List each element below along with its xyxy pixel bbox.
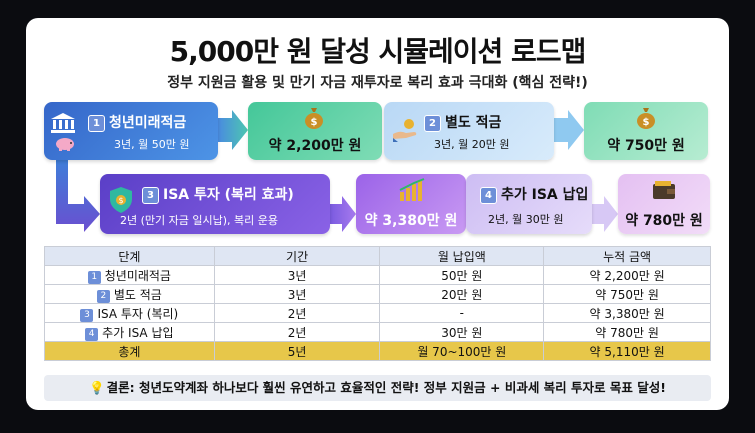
step3-number-badge: 3	[142, 187, 159, 204]
col-header-period: 기간	[213, 246, 381, 266]
step3-result: 약 3,380만 원	[364, 213, 458, 229]
monthly-cell: 50만 원	[379, 265, 545, 285]
table-row: 4 추가 ISA 납입 2년 30만 원 약 780만 원	[44, 322, 711, 342]
total-amount-cell: 약 5,110만 원	[543, 341, 711, 361]
page-title: 5,000만 원 달성 시뮬레이션 로드맵	[169, 35, 587, 68]
step1-number-badge: 1	[88, 115, 105, 132]
summary-table: 단계 기간 월 납입액 누적 금액 1 청년미래적금 3년 50만 원 약 2,2…	[44, 246, 711, 361]
period-cell: 3년	[213, 265, 381, 285]
total-monthly-cell: 월 70~100만 원	[379, 341, 545, 361]
hand-coin-icon	[392, 118, 420, 146]
money-bag-icon-2: $	[635, 106, 657, 134]
total-cell: 약 3,380만 원	[543, 303, 711, 323]
step2-title-text: 별도 적금	[445, 115, 502, 131]
period-cell: 3년	[213, 284, 381, 304]
table-header-row: 단계 기간 월 납입액 누적 금액	[44, 246, 711, 266]
arrow-step1-result	[218, 110, 248, 150]
step2-result: 약 750만 원	[607, 138, 685, 154]
step1-subtitle: 3년, 월 50만 원	[114, 138, 190, 151]
arrow-step4-result	[592, 196, 618, 232]
step3-title: 3 ISA 투자 (복리 효과)	[142, 184, 294, 204]
step4-subtitle: 2년, 월 30만 원	[488, 213, 564, 226]
monthly-cell: 30만 원	[379, 322, 545, 342]
total-cell: 약 780만 원	[543, 322, 711, 342]
step3-result-box: 약 3,380만 원	[356, 174, 466, 234]
stage-text: 추가 ISA 납입	[102, 325, 174, 340]
svg-text:$: $	[311, 117, 318, 128]
col-header-stage: 단계	[44, 246, 215, 266]
total-cell: 약 750만 원	[543, 284, 711, 304]
conclusion-banner: 💡 결론: 청년도약계좌 하나보다 훨씬 유연하고 효율적인 전략! 정부 지원금…	[44, 375, 711, 401]
row-number-badge: 2	[96, 289, 110, 303]
total-cell: 약 2,200만 원	[543, 265, 711, 285]
growth-chart-icon	[398, 178, 426, 206]
table-row: 1 청년미래적금 3년 50만 원 약 2,200만 원	[44, 265, 711, 285]
col-header-monthly: 월 납입액	[379, 246, 545, 266]
step4-title: 4 추가 ISA 납입	[480, 184, 588, 204]
step1-title: 1 청년미래적금	[88, 112, 186, 132]
step2-subtitle: 3년, 월 20만 원	[434, 138, 510, 151]
step1-result: 약 2,200만 원	[268, 138, 362, 154]
svg-text:$: $	[643, 117, 650, 128]
step2-number-badge: 2	[424, 115, 441, 132]
step3-title-text: ISA 투자 (복리 효과)	[163, 187, 294, 203]
stage-text: ISA 투자 (복리)	[97, 306, 179, 321]
roadmap-card: 5,000만 원 달성 시뮬레이션 로드맵 정부 지원금 활용 및 만기 자금 …	[26, 18, 729, 410]
total-period-cell: 5년	[213, 341, 381, 361]
piggy-bank-icon	[54, 134, 76, 156]
stage-text: 청년미래적금	[104, 268, 171, 283]
arrow-step3-result	[330, 196, 356, 232]
page-subtitle: 정부 지원금 활용 및 만기 자금 재투자로 복리 효과 극대화 (핵심 전략!…	[167, 75, 588, 91]
step2-result-box: $ 약 750만 원	[584, 102, 708, 160]
stage-cell: 3 ISA 투자 (복리)	[44, 303, 215, 323]
monthly-cell: 20만 원	[379, 284, 545, 304]
period-cell: 2년	[213, 322, 381, 342]
bank-icon	[50, 112, 76, 138]
row-number-badge: 1	[87, 270, 101, 284]
monthly-cell: -	[379, 303, 545, 323]
lightbulb-icon: 💡	[89, 380, 105, 395]
wallet-icon	[652, 180, 676, 204]
conclusion-text: 결론: 청년도약계좌 하나보다 훨씬 유연하고 효율적인 전략! 정부 지원금 …	[106, 380, 666, 395]
step2-title: 2 별도 적금	[424, 112, 501, 132]
step3-box: $ 3 ISA 투자 (복리 효과) 2년 (만기 자금 일시납), 복리 운용	[100, 174, 330, 234]
shield-icon: $	[108, 186, 134, 218]
svg-text:$: $	[118, 196, 123, 205]
flow-arrows	[56, 110, 618, 232]
step1-box: 1 청년미래적금 3년, 월 50만 원	[44, 102, 218, 160]
step4-result-box: 약 780만 원	[618, 174, 710, 234]
stage-cell: 4 추가 ISA 납입	[44, 322, 215, 342]
table-total-row: 총계 5년 월 70~100만 원 약 5,110만 원	[44, 341, 711, 361]
stage-cell: 1 청년미래적금	[44, 265, 215, 285]
row-number-badge: 4	[85, 327, 99, 341]
table-row: 2 별도 적금 3년 20만 원 약 750만 원	[44, 284, 711, 304]
step4-result: 약 780만 원	[625, 213, 703, 229]
total-stage-cell: 총계	[44, 341, 215, 361]
step4-number-badge: 4	[480, 187, 497, 204]
step1-result-box: $ 약 2,200만 원	[248, 102, 382, 160]
money-bag-icon: $	[303, 106, 325, 134]
row-number-badge: 3	[80, 308, 94, 322]
step4-title-text: 추가 ISA 납입	[501, 187, 589, 203]
arrow-step2-result	[554, 110, 584, 150]
arrow-step1-step3	[56, 158, 100, 232]
stage-text: 별도 적금	[113, 287, 162, 302]
stage-cell: 2 별도 적금	[44, 284, 215, 304]
table-row: 3 ISA 투자 (복리) 2년 - 약 3,380만 원	[44, 303, 711, 323]
step4-box: 4 추가 ISA 납입 2년, 월 30만 원	[466, 174, 592, 234]
step2-box: 2 별도 적금 3년, 월 20만 원	[384, 102, 554, 160]
col-header-total: 누적 금액	[543, 246, 711, 266]
step1-title-text: 청년미래적금	[109, 115, 187, 131]
period-cell: 2년	[213, 303, 381, 323]
step3-subtitle: 2년 (만기 자금 일시납), 복리 운용	[120, 214, 279, 227]
